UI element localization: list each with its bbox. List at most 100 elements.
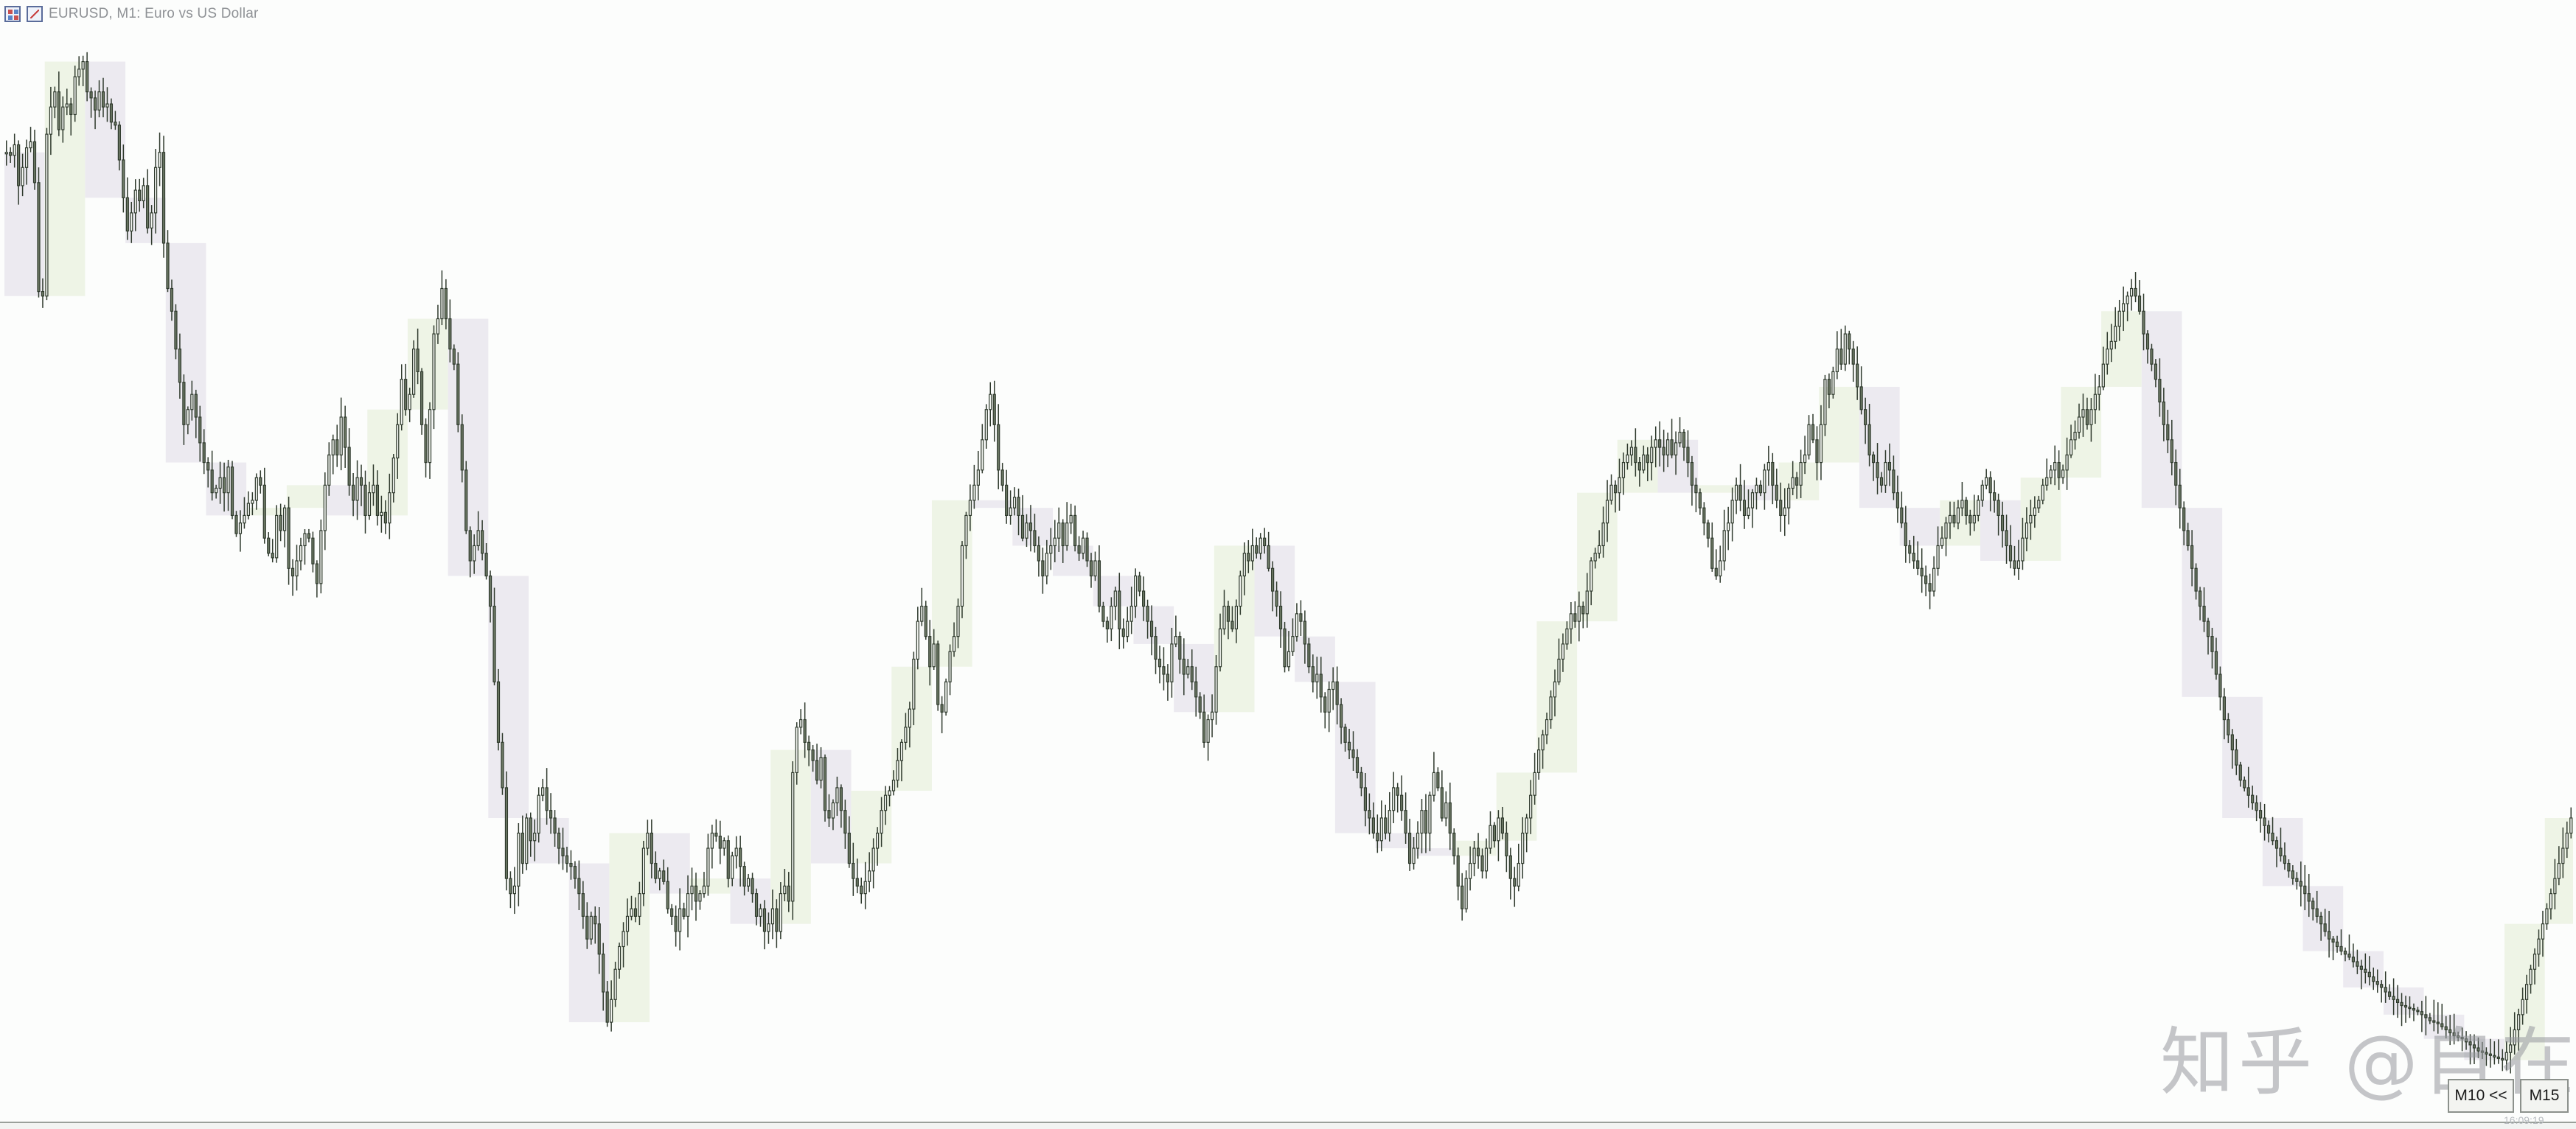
m10-bear-box (327, 485, 368, 516)
candle-body (1368, 810, 1371, 819)
candle (1642, 445, 1646, 474)
candle (1214, 654, 1218, 725)
candle (1271, 561, 1275, 612)
candle (2013, 545, 2016, 576)
candle (1287, 631, 1291, 671)
candle (2565, 821, 2569, 859)
candle-body (2384, 987, 2387, 993)
candle-body (404, 379, 408, 410)
candle (811, 744, 815, 772)
candle (896, 748, 899, 788)
candle-body (1799, 461, 1803, 486)
candle (73, 66, 77, 122)
candle (1456, 847, 1460, 901)
candle (1690, 455, 1694, 506)
candle-body (1121, 628, 1125, 637)
candle-body (2154, 363, 2158, 380)
candle (1118, 573, 1121, 649)
candle-body (2400, 1002, 2403, 1007)
candle (2460, 1027, 2464, 1052)
candle (2392, 978, 2395, 1016)
candle-body (4, 152, 8, 155)
candle (783, 868, 787, 902)
candle (779, 882, 782, 940)
candle-body (1190, 666, 1194, 682)
candle (1529, 780, 1533, 834)
candle-body (658, 870, 661, 879)
candle-body (1936, 545, 1940, 569)
candle (920, 587, 924, 626)
candle-body (1472, 847, 1476, 864)
candle (1968, 509, 1972, 536)
candle (2468, 1034, 2472, 1065)
candle-body (65, 103, 69, 108)
candle-body (2033, 507, 2036, 517)
candle-body (1376, 832, 1379, 842)
candle (2416, 1007, 2420, 1016)
candle (2295, 872, 2299, 890)
candle (1682, 429, 1686, 461)
candle-body (251, 500, 254, 504)
candle (1077, 536, 1081, 562)
candle-body (2335, 941, 2339, 948)
candle-body (1577, 605, 1581, 622)
candle-body (1101, 605, 1105, 622)
candle-body (1012, 497, 1017, 508)
candle (170, 279, 174, 321)
candle (1033, 514, 1037, 553)
candle (1977, 495, 1980, 522)
candle-body (2524, 984, 2529, 1000)
candle (1202, 694, 1206, 748)
candle-body (412, 349, 416, 395)
grid-icon[interactable] (4, 6, 21, 22)
candle (1719, 545, 1722, 583)
candle (819, 747, 823, 789)
candle (2424, 996, 2428, 1035)
candle-body (754, 893, 759, 917)
candle-body (1908, 545, 1912, 554)
candle-body (952, 636, 956, 652)
candle-body (339, 416, 343, 455)
candle-body (1867, 424, 1871, 455)
chart-type-icon[interactable] (27, 6, 43, 22)
candle (1952, 501, 1956, 528)
candle-body (1331, 681, 1335, 691)
candle-body (1230, 621, 1234, 629)
candle-body (2444, 1026, 2448, 1030)
candle-body (928, 636, 932, 668)
m10-timeframe-button[interactable]: M10 << (2448, 1079, 2514, 1113)
candle-body (1581, 605, 1585, 615)
candle (2287, 859, 2291, 878)
candle-body (726, 840, 730, 879)
candle-body (1892, 469, 1896, 494)
candle (1069, 503, 1073, 534)
candle-body (1928, 583, 1932, 592)
candle-body (622, 931, 625, 948)
candle (2561, 827, 2565, 878)
candle-body (2493, 1055, 2496, 1058)
m15-timeframe-button[interactable]: M15 (2520, 1079, 2569, 1113)
candle (295, 545, 299, 591)
candle (1126, 607, 1129, 643)
candle-body (178, 349, 182, 383)
candle (1363, 773, 1368, 827)
candle (315, 560, 318, 598)
candle-body (1049, 545, 1053, 554)
candle (2069, 424, 2073, 458)
candle (1234, 599, 1239, 643)
candle (1303, 610, 1306, 664)
candle-body (525, 817, 529, 864)
candle (1327, 681, 1331, 733)
candle (1766, 445, 1770, 486)
candle-body (610, 999, 613, 1023)
candle-body (1392, 787, 1396, 811)
candle (2182, 501, 2186, 546)
candle-body (226, 466, 230, 494)
candle-body (1521, 832, 1525, 864)
candle (1629, 440, 1634, 466)
candle (1734, 478, 1738, 514)
candle-body (1037, 545, 1041, 562)
candle (908, 702, 911, 748)
